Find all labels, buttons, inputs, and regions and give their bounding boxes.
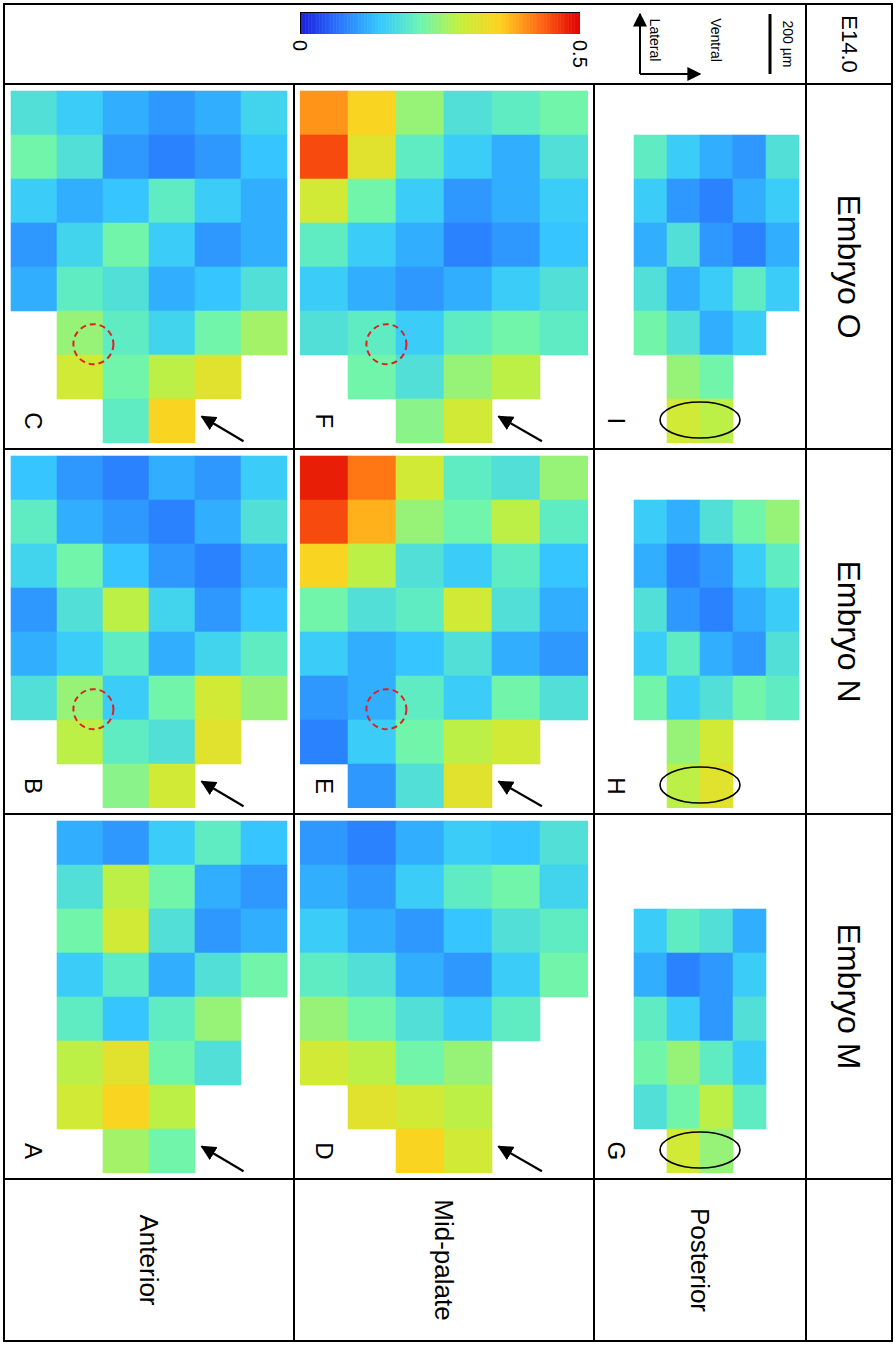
svg-text:B: B xyxy=(20,778,47,794)
svg-text:0: 0 xyxy=(289,40,311,51)
svg-text:Ventral: Ventral xyxy=(708,18,724,62)
svg-text:Embryo M: Embryo M xyxy=(831,924,867,1070)
svg-text:Lateral: Lateral xyxy=(647,19,663,62)
svg-text:D: D xyxy=(311,1142,338,1159)
svg-text:E14.0: E14.0 xyxy=(837,15,862,73)
svg-text:C: C xyxy=(20,412,47,429)
svg-text:Embryo N: Embryo N xyxy=(831,560,867,702)
svg-text:Posterior: Posterior xyxy=(685,1208,715,1312)
svg-text:I: I xyxy=(603,418,630,425)
svg-text:0.5: 0.5 xyxy=(569,40,591,68)
svg-text:200 µm: 200 µm xyxy=(780,21,796,68)
svg-text:F: F xyxy=(311,414,338,429)
svg-text:A: A xyxy=(20,1143,47,1159)
svg-text:Mid-palate: Mid-palate xyxy=(429,1199,459,1320)
svg-text:G: G xyxy=(603,1142,630,1161)
svg-text:Embryo O: Embryo O xyxy=(831,194,867,338)
svg-text:E: E xyxy=(311,778,338,794)
svg-text:Anterior: Anterior xyxy=(134,1214,164,1305)
svg-text:H: H xyxy=(603,777,630,794)
